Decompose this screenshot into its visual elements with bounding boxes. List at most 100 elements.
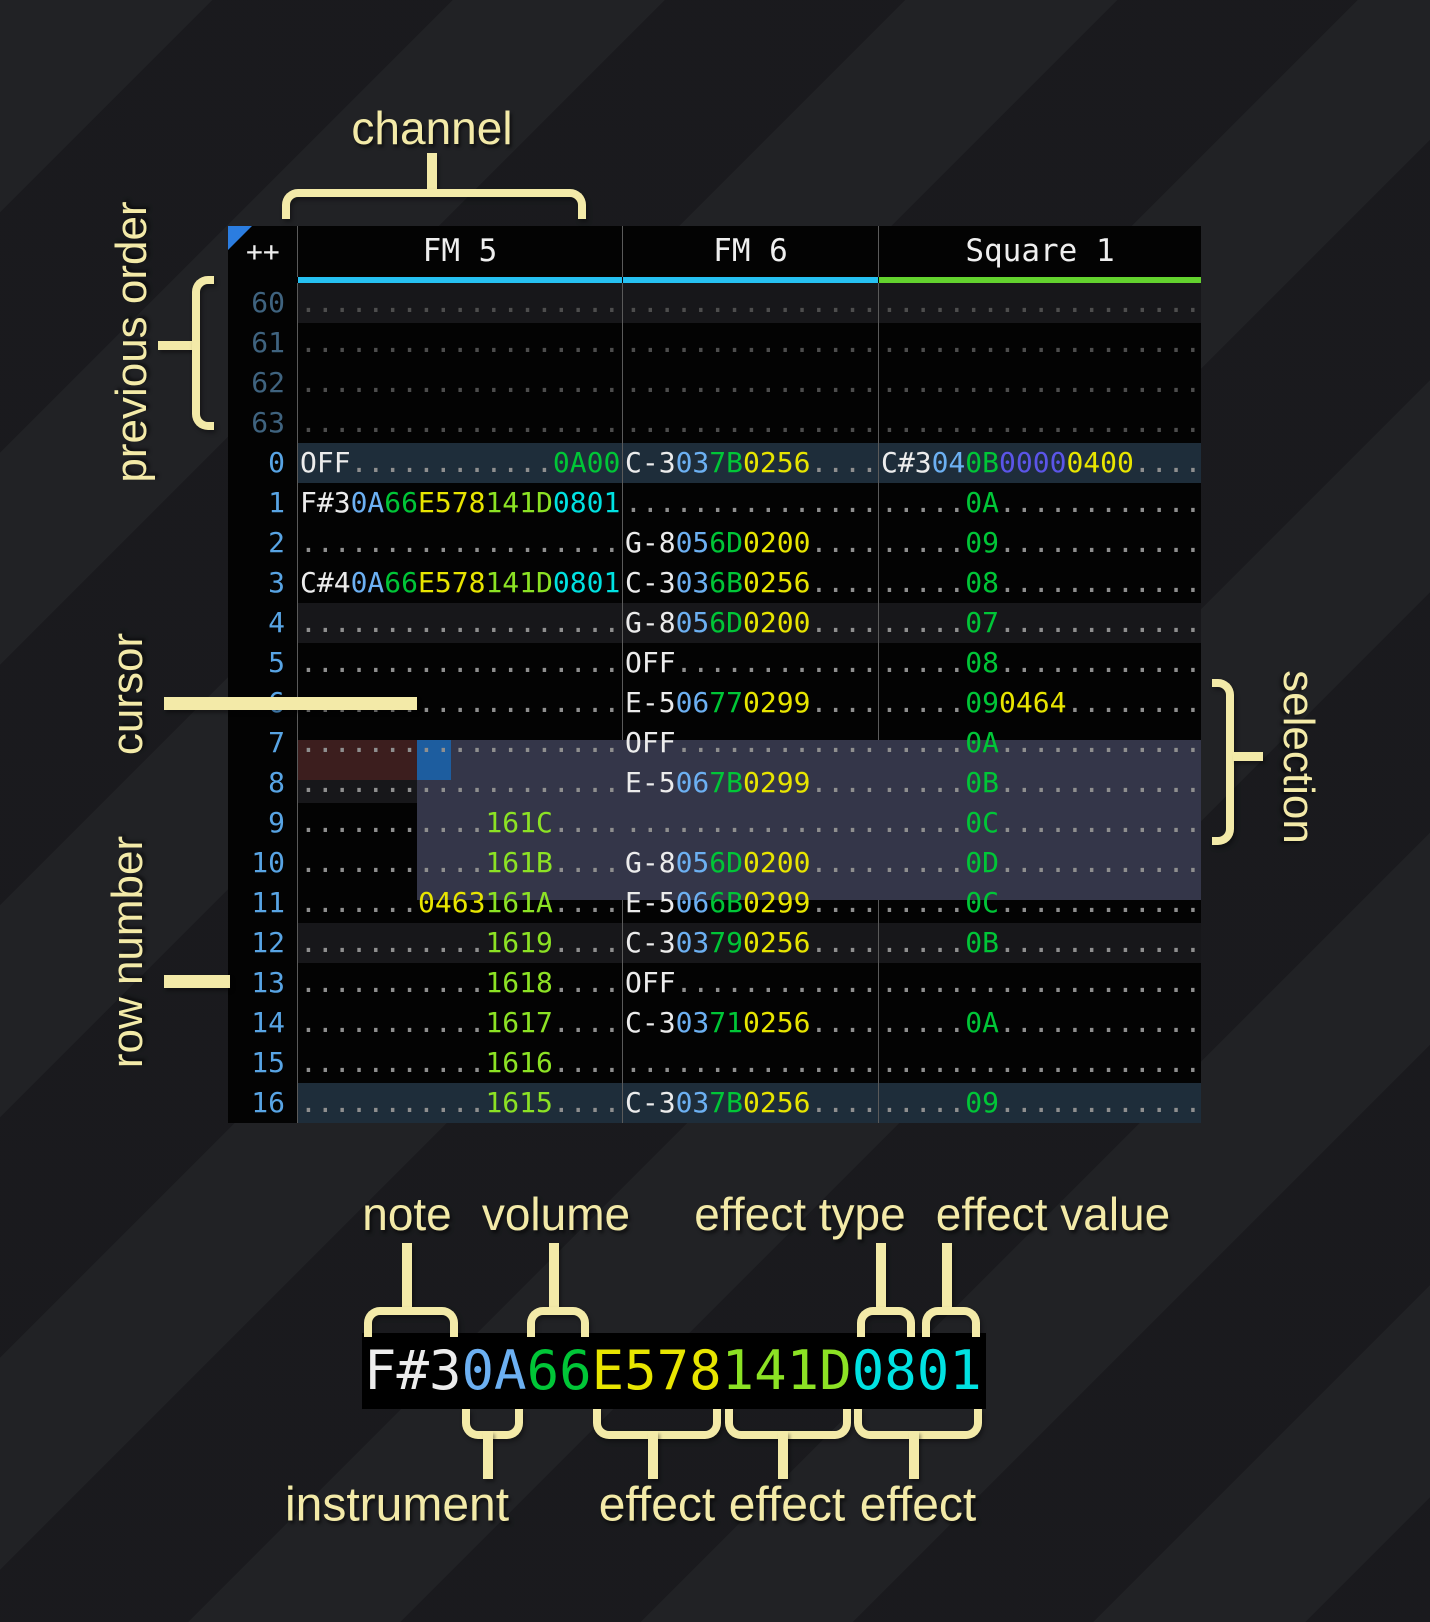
- pattern-seg: OFF: [625, 646, 676, 679]
- pattern-cell-square-1[interactable]: .....08............: [878, 563, 1201, 603]
- pattern-seg: C-3: [625, 1086, 676, 1119]
- pattern-seg: .......: [300, 886, 419, 919]
- pattern-cell-square-1[interactable]: .....0B............: [878, 763, 1201, 803]
- pattern-seg: 7B: [709, 1086, 744, 1119]
- pattern-seg: ....: [552, 806, 621, 839]
- pattern-cell-fm-6[interactable]: OFF............: [622, 723, 878, 763]
- pattern-cell-square-1[interactable]: ...................: [878, 323, 1201, 363]
- effect-type-annotation-stem: [876, 1243, 886, 1309]
- pattern-cell-fm-5[interactable]: ...........1618....: [297, 963, 622, 1003]
- pattern-cell-fm-5[interactable]: ...........1616....: [297, 1043, 622, 1083]
- row-number: 11: [251, 886, 285, 919]
- pattern-seg: .....: [881, 606, 966, 639]
- note-annotation-brace: [364, 1307, 458, 1337]
- pattern-cell-fm-6[interactable]: C-303710256....: [622, 1003, 878, 1043]
- pattern-cell-fm-5[interactable]: ...........1615....: [297, 1083, 622, 1123]
- pattern-row-15: 15 ...........1616.......................…: [228, 1043, 1201, 1083]
- pattern-cell-square-1[interactable]: .....09............: [878, 1083, 1201, 1123]
- pattern-cell-fm-6[interactable]: C-303790256....: [622, 923, 878, 963]
- pattern-cell-fm-5[interactable]: ...................: [297, 323, 622, 363]
- pattern-cell-fm-5[interactable]: ...................: [297, 403, 622, 443]
- channel-header-fm-5[interactable]: FM 5: [297, 226, 622, 277]
- corner-header[interactable]: ++: [228, 226, 297, 277]
- row-number: 0: [268, 446, 285, 479]
- pattern-cell-fm-6[interactable]: OFF............: [622, 963, 878, 1003]
- pattern-seg: E578: [591, 1339, 722, 1402]
- pattern-cell-fm-6[interactable]: G-8056D0200....: [622, 523, 878, 563]
- pattern-cell-fm-6[interactable]: ...............: [622, 323, 878, 363]
- pattern-cell-square-1[interactable]: .....0B............: [878, 923, 1201, 963]
- pattern-cell-fm-6[interactable]: E-5066B0299....: [622, 883, 878, 923]
- pattern-cell-fm-5[interactable]: OFF............0A00: [297, 443, 622, 483]
- pattern-cell-square-1[interactable]: ...................: [878, 283, 1201, 323]
- pattern-seg: 08: [965, 646, 1000, 679]
- pattern-cell-fm-5[interactable]: C#40A66E578141D0801: [297, 563, 622, 603]
- pattern-cell-fm-5[interactable]: ...................: [297, 603, 622, 643]
- pattern-cell-square-1[interactable]: .....0C............: [878, 803, 1201, 843]
- pattern-cell-square-1[interactable]: .....07............: [878, 603, 1201, 643]
- pattern-cell-square-1[interactable]: ...................: [878, 363, 1201, 403]
- pattern-cell-square-1[interactable]: ...................: [878, 1043, 1201, 1083]
- pattern-row-9: 9 ...........161C........................…: [228, 803, 1201, 843]
- pattern-row-11: 11 .......0463161A.... E-5066B0299........…: [228, 883, 1201, 923]
- pattern-cell-fm-5[interactable]: ...................: [297, 763, 622, 803]
- pattern-cell-fm-6[interactable]: G-8056D0200....: [622, 843, 878, 883]
- channel-header-square-1[interactable]: Square 1: [878, 226, 1201, 277]
- pattern-cell-fm-6[interactable]: C-3037B0256....: [622, 443, 878, 483]
- selection-region: [417, 740, 1201, 900]
- pattern-cell-square-1[interactable]: .....090464........: [878, 683, 1201, 723]
- pattern-cell-fm-6[interactable]: G-8056D0200....: [622, 603, 878, 643]
- pattern-seg: ....: [810, 926, 878, 959]
- pattern-cell-square-1[interactable]: .....08............: [878, 643, 1201, 683]
- pattern-seg: ...................: [881, 406, 1201, 439]
- pattern-seg: ............: [999, 766, 1201, 799]
- pattern-cell-fm-6[interactable]: E-506770299....: [622, 683, 878, 723]
- pattern-cell-square-1[interactable]: .....0C............: [878, 883, 1201, 923]
- pattern-cell-fm-5[interactable]: ...................: [297, 523, 622, 563]
- effect-type-annotation-brace: [857, 1307, 915, 1337]
- pattern-cell-fm-5[interactable]: ...................: [297, 363, 622, 403]
- pattern-cell-square-1[interactable]: .....09............: [878, 523, 1201, 563]
- pattern-cell-fm-6[interactable]: ...............: [622, 403, 878, 443]
- pattern-cell-fm-5[interactable]: ...........1617....: [297, 1003, 622, 1043]
- row-number: 14: [251, 1006, 285, 1039]
- note-annotation-label: note: [362, 1188, 452, 1240]
- pattern-cell-fm-5[interactable]: ...................: [297, 283, 622, 323]
- pattern-cell-square-1[interactable]: C#3040B00000400....: [878, 443, 1201, 483]
- pattern-cell-fm-5[interactable]: ...................: [297, 723, 622, 763]
- pattern-cell-fm-5[interactable]: ...........161B....: [297, 843, 622, 883]
- pattern-cell-fm-5[interactable]: ...........161C....: [297, 803, 622, 843]
- row-number: 2: [268, 526, 285, 559]
- pattern-cell-fm-6[interactable]: ...............: [622, 1043, 878, 1083]
- pattern-cell-fm-5[interactable]: ...........1619....: [297, 923, 622, 963]
- pattern-cell-fm-6[interactable]: E-5067B0299....: [622, 763, 878, 803]
- pattern-cell-fm-6[interactable]: C-3037B0256....: [622, 1083, 878, 1123]
- pattern-seg: 0B: [965, 926, 1000, 959]
- pattern-seg: .....: [881, 566, 966, 599]
- pattern-cell-square-1[interactable]: ...................: [878, 403, 1201, 443]
- pattern-cell-square-1[interactable]: .....0D............: [878, 843, 1201, 883]
- pattern-cell-fm-6[interactable]: ...............: [622, 483, 878, 523]
- pattern-seg: ....: [810, 846, 878, 879]
- pattern-cell-fm-5[interactable]: .......0463161A....: [297, 883, 622, 923]
- pattern-cell-square-1[interactable]: .....0A............: [878, 483, 1201, 523]
- pattern-cell-fm-6[interactable]: ...............: [622, 803, 878, 843]
- pattern-cell-fm-5[interactable]: ...................: [297, 643, 622, 683]
- pattern-cell-fm-6[interactable]: C-3036B0256....: [622, 563, 878, 603]
- pattern-cell-square-1[interactable]: .....0A............: [878, 1003, 1201, 1043]
- pattern-cell-fm-6[interactable]: OFF............: [622, 643, 878, 683]
- pattern-seg: 6D: [709, 526, 744, 559]
- pattern-cell-fm-5[interactable]: F#30A66E578141D0801: [297, 483, 622, 523]
- row-number: 60: [251, 286, 285, 319]
- pattern-seg: 0299: [743, 886, 811, 919]
- pattern-seg: .....: [881, 486, 966, 519]
- pattern-cell-square-1[interactable]: ...................: [878, 963, 1201, 1003]
- cell-legend-text: F#30A66E578141D0801: [362, 1333, 986, 1409]
- pattern-cell-fm-6[interactable]: ...............: [622, 283, 878, 323]
- pattern-cell-fm-6[interactable]: ...............: [622, 363, 878, 403]
- pattern-cell-square-1[interactable]: .....0A............: [878, 723, 1201, 763]
- pattern-row-13: 13 ...........1618.... OFF................…: [228, 963, 1201, 1003]
- pattern-seg: 0400: [1066, 446, 1134, 479]
- pattern-seg: .....: [881, 886, 966, 919]
- channel-header-fm-6[interactable]: FM 6: [622, 226, 878, 277]
